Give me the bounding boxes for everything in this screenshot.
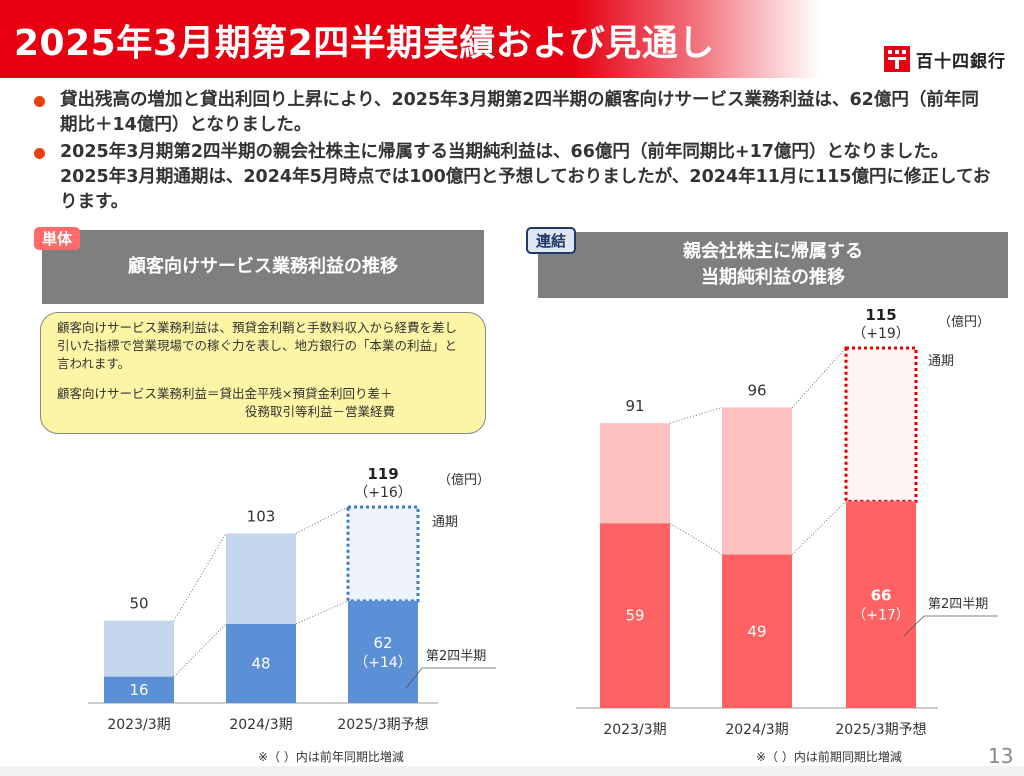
page-number: 13 [988,744,1014,768]
right-panel-title: 親会社株主に帰属する 当期純利益の推移 [538,232,1008,298]
full-year-value-label: 115 [865,306,896,324]
q2-bar [226,623,296,703]
q2-value-label: 48 [251,654,270,672]
right-panel-title-line2: 当期純利益の推移 [701,267,845,288]
right-panel-title-line1: 親会社株主に帰属する [683,241,863,262]
bullet-text: 2025年3月期第2四半期の親会社株主に帰属する当期純利益は、66億円（前年同期… [60,142,991,212]
full-year-value-label: 119 [367,465,398,483]
q2-value-label: 16 [129,681,148,699]
connector-line [295,506,349,534]
q2-bar [722,554,792,708]
category-label: 2025/3期予想 [337,717,428,733]
bullet-item: 2025年3月期第2四半期の親会社株主に帰属する当期純利益は、66億円（前年同期… [34,140,994,215]
note-formula-cont: 役務取引等利益－営業経費 [245,404,396,419]
bullet-item: 貸出残高の増加と貸出利回り上昇により、2025年3月期第2四半期の顧客向けサービ… [34,88,994,138]
q2-value-label: 66 [871,587,892,605]
category-label: 2025/3期予想 [835,722,926,738]
q2-value-label: 49 [747,622,766,640]
title-band [0,0,820,78]
connector-line [173,533,227,621]
connector-line [669,407,723,424]
connector-line [295,600,349,625]
full-year-value-label: 91 [625,397,644,415]
full-year-bar [104,620,174,677]
full-year-bar [844,346,918,503]
connector-line [791,347,847,408]
unit-label: （億円） [438,472,490,488]
left-footnote: ※（ ）内は前年同期比増減 [258,750,404,764]
q2-value-label: 62 [373,634,392,652]
right-footnote: ※（ ）内は前期同期比増減 [756,750,902,764]
bank-logo-text: 百十四銀行 [916,51,1006,72]
full-year-bar [722,407,792,555]
bank-logo: 百十四銀行 [884,46,1006,72]
q2-change-label: （+14） [354,655,412,671]
full-year-value-label: 96 [747,381,766,399]
page-title: 2025年3月期第2四半期実績および見通し [14,23,715,64]
note-formula: 顧客向けサービス業務利益＝貸出金平残×預貸金利回り差＋ [57,386,393,401]
unit-label: （億円） [938,314,990,330]
tag-consolidated: 連結 [526,227,577,254]
category-label: 2024/3期 [229,717,292,733]
legend-leader-line [903,615,925,637]
q2-bar [104,676,174,703]
full-year-change-label: （+16） [354,485,412,501]
note-text: 顧客向けサービス業務利益は、預貸金利鞘と手数料収入から経費を差し引いた指標で営業… [57,320,458,371]
summary-bullets: 貸出残高の増加と貸出利回り上昇により、2025年3月期第2四半期の顧客向けサービ… [34,88,994,217]
category-label: 2024/3期 [725,722,788,738]
legend-q2: 第2四半期 [426,649,486,664]
full-year-value-label: 50 [129,595,148,613]
full-year-bar [346,505,420,603]
full-year-change-label: （+19） [852,326,910,342]
category-label: 2023/3期 [603,722,666,738]
full-year-value-label: 103 [247,507,276,525]
legend-full-year: 通期 [432,515,458,530]
bank-logo-icon [884,46,910,72]
connector-line [791,501,847,555]
full-year-bar [226,533,296,624]
q2-change-label: （+17） [852,608,910,624]
q2-bar [846,501,916,708]
connector-line [173,623,227,677]
category-label: 2023/3期 [107,717,170,733]
left-panel-title-text: 顧客向けサービス業務利益の推移 [128,256,398,277]
q2-bar [348,600,418,703]
bullet-text: 貸出残高の増加と貸出利回り上昇により、2025年3月期第2四半期の顧客向けサービ… [60,90,979,135]
definition-note: 顧客向けサービス業務利益は、預貸金利鞘と手数料収入から経費を差し引いた指標で営業… [40,312,486,434]
legend-full-year: 通期 [928,354,954,369]
bullet-dot-icon [34,96,45,107]
bottom-band [0,766,1024,776]
bullet-dot-icon [34,148,45,159]
tag-single: 単体 [34,227,81,250]
q2-bar [600,523,670,708]
legend-leader-line [405,667,423,689]
legend-q2: 第2四半期 [928,597,988,612]
full-year-bar [600,423,670,524]
q2-value-label: 59 [625,607,644,625]
left-panel-title: 顧客向けサービス業務利益の推移 [42,230,484,304]
connector-line [669,522,723,555]
